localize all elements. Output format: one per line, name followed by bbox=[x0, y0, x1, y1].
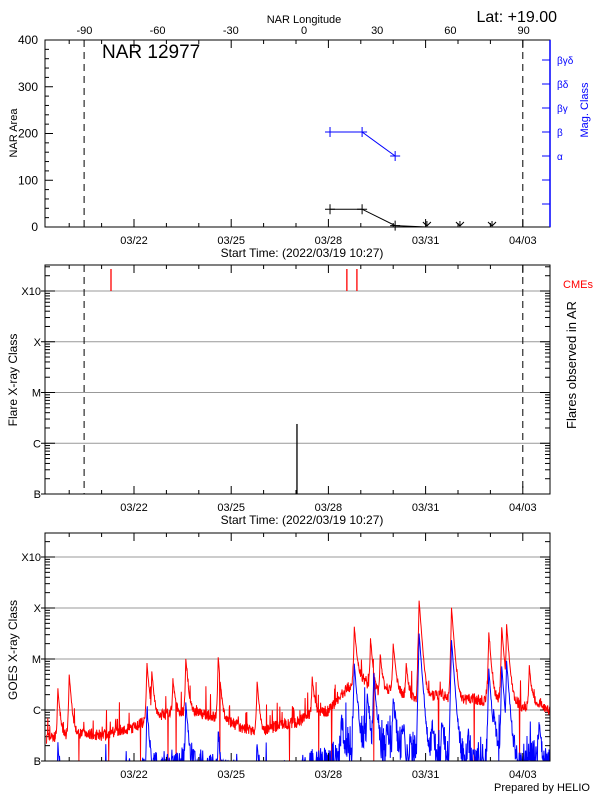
y-tick-label: 200 bbox=[18, 127, 38, 141]
nar-area-point bbox=[390, 220, 401, 231]
top-axis-title: NAR Longitude bbox=[267, 14, 342, 26]
nar-area-point bbox=[357, 204, 368, 215]
mag-class-axis-title: Mag. Class bbox=[579, 82, 591, 138]
x-tick-label: 03/25 bbox=[217, 502, 245, 514]
y-tick-label: X10 bbox=[21, 552, 41, 564]
x-axis-title: Start Time: (2022/03/19 10:27) bbox=[221, 513, 384, 527]
nar-area-missing-marker bbox=[487, 221, 497, 227]
y-tick-label: M bbox=[32, 388, 41, 400]
y-tick-label: X bbox=[34, 603, 42, 615]
y-tick-label: 100 bbox=[18, 173, 38, 187]
cmes-label: CMEs bbox=[563, 279, 593, 291]
y-tick-label: C bbox=[33, 705, 41, 717]
mag-class-label: βδ bbox=[557, 80, 569, 91]
x-tick-label: 03/22 bbox=[120, 769, 148, 781]
mag-class-label: βγδ bbox=[557, 56, 574, 67]
mag-class-label: α bbox=[557, 152, 563, 163]
x-tick-label: 03/31 bbox=[412, 235, 440, 247]
y-tick-label: B bbox=[34, 756, 41, 768]
x-tick-label: 03/25 bbox=[217, 769, 245, 781]
goes-short-series bbox=[46, 633, 550, 761]
nar-area-point bbox=[325, 204, 336, 215]
x-tick-label: 03/28 bbox=[315, 502, 343, 514]
top-tick-label: -60 bbox=[150, 25, 166, 37]
nar-area-missing-marker bbox=[422, 221, 432, 227]
nar-area-line bbox=[330, 208, 427, 228]
x-axis-title: Start Time: (2022/03/19 10:27) bbox=[221, 246, 384, 260]
mag-class-label: βγ bbox=[557, 104, 568, 115]
top-tick-label: 90 bbox=[517, 25, 529, 37]
y-axis-title: NAR Area bbox=[8, 108, 20, 158]
y-axis-title: GOES X-ray Class bbox=[6, 600, 20, 700]
goes-xray-panel: B C M X X10 GOES X-ray Class 03/22 03/25 03/28 03… bbox=[6, 532, 551, 781]
y-tick-label: M bbox=[32, 654, 41, 666]
nar-area-missing-marker bbox=[455, 221, 465, 227]
mag-class-point bbox=[357, 127, 368, 137]
y-axis-title: Flare X-ray Class bbox=[6, 334, 20, 427]
y-tick-label: 0 bbox=[31, 220, 38, 234]
goes-long-series bbox=[46, 600, 550, 761]
mag-class-point bbox=[390, 151, 401, 161]
x-tick-label: 04/03 bbox=[509, 769, 537, 781]
plot-frame bbox=[44, 532, 551, 762]
y-tick-label: B bbox=[34, 489, 41, 501]
top-tick-label: 30 bbox=[371, 25, 383, 37]
mag-class-label: β bbox=[557, 128, 563, 139]
mag-class-point bbox=[325, 127, 336, 137]
footer-credit: Prepared by HELIO bbox=[494, 782, 590, 794]
top-tick-label: 0 bbox=[301, 25, 307, 37]
top-tick-label: 60 bbox=[444, 25, 456, 37]
x-tick-label: 03/25 bbox=[217, 235, 245, 247]
x-tick-label: 03/28 bbox=[315, 235, 343, 247]
x-tick-label: 03/22 bbox=[120, 502, 148, 514]
x-tick-label: 04/03 bbox=[509, 235, 537, 247]
y-tick-label: X10 bbox=[21, 286, 41, 298]
x-tick-label: 03/22 bbox=[120, 235, 148, 247]
latitude-label: Lat: +19.00 bbox=[476, 9, 557, 26]
y-tick-label: 400 bbox=[18, 33, 38, 47]
top-tick-label: -90 bbox=[76, 25, 92, 37]
plot-frame bbox=[44, 39, 551, 228]
flare-class-panel: B C M X X10 03/22 03/25 03/28 03/31 04/03 Start Ti… bbox=[6, 264, 593, 527]
x-tick-label: 03/31 bbox=[412, 502, 440, 514]
x-tick-label: 03/31 bbox=[412, 769, 440, 781]
x-tick-label: 04/03 bbox=[509, 502, 537, 514]
y-tick-label: X bbox=[34, 337, 42, 349]
top-tick-label: -30 bbox=[223, 25, 239, 37]
region-title: NAR 12977 bbox=[102, 42, 200, 63]
nar-area-panel: 03/22 03/25 03/28 03/31 04/03 Start Time: (20… bbox=[8, 14, 591, 260]
goes-series-group bbox=[46, 600, 550, 761]
x-tick-label: 03/28 bbox=[315, 769, 343, 781]
y-tick-label: 300 bbox=[18, 80, 38, 94]
y2-axis-title: Flares observed in AR bbox=[564, 301, 579, 429]
y-tick-label: C bbox=[33, 438, 41, 450]
